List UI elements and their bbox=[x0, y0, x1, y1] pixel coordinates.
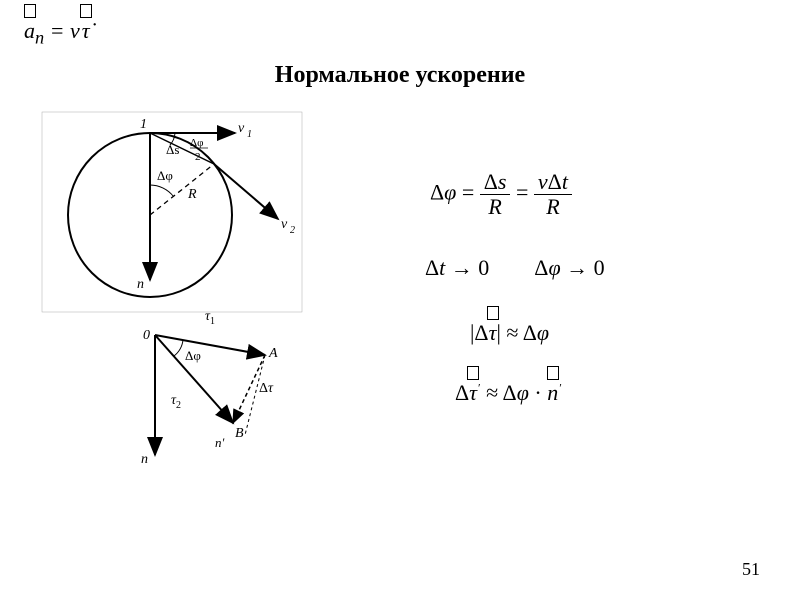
tau-symbol: τ bbox=[82, 18, 90, 43]
svg-text:Δφ: Δφ bbox=[190, 137, 203, 149]
svg-text:v: v bbox=[281, 217, 288, 232]
vector-box-icon bbox=[467, 366, 479, 380]
vector-box-icon bbox=[80, 4, 92, 18]
diagram-area: 1 v 1 v 2 Δs Δφ Δφ 2 R n 0 A τ1 B bbox=[40, 110, 340, 490]
a-subscript: n bbox=[35, 27, 44, 47]
eq-mag-dtau: |Δτ| ≈ Δφ bbox=[470, 320, 549, 346]
svg-text:Δφ: Δφ bbox=[157, 168, 173, 183]
delta: Δ bbox=[430, 180, 444, 205]
eq-dtau-vec: Δτ ′ ≈ Δφ · n ′ bbox=[455, 380, 562, 406]
svg-text:Δφ: Δφ bbox=[185, 348, 201, 363]
top-formula: an = vτ̇ bbox=[24, 18, 90, 48]
svg-text:1: 1 bbox=[247, 129, 252, 140]
svg-text:n: n bbox=[137, 277, 144, 292]
eq-limits: Δt → 0 Δφ → 0 bbox=[425, 255, 605, 281]
svg-text:v: v bbox=[238, 121, 245, 136]
svg-text:n′: n′ bbox=[215, 435, 225, 450]
vector-box-icon bbox=[547, 366, 559, 380]
page-number: 51 bbox=[742, 559, 760, 580]
svg-text:A: A bbox=[268, 346, 278, 361]
page-title: Нормальное ускорение bbox=[0, 62, 800, 89]
v-symbol: v bbox=[70, 18, 80, 43]
a-symbol: a bbox=[24, 18, 35, 43]
physics-diagram: 1 v 1 v 2 Δs Δφ Δφ 2 R n 0 A τ1 B bbox=[40, 110, 340, 490]
vector-box-icon bbox=[24, 4, 36, 18]
svg-text:n: n bbox=[141, 452, 148, 467]
svg-text:1: 1 bbox=[140, 117, 147, 132]
svg-text:0: 0 bbox=[143, 328, 150, 343]
equals2: = bbox=[516, 180, 534, 205]
svg-text:B: B bbox=[235, 426, 244, 441]
phi: φ bbox=[444, 180, 456, 205]
eq-delta-phi: Δφ = Δs R = vΔt R bbox=[430, 170, 572, 219]
equals: = bbox=[50, 18, 70, 43]
vector-box-icon bbox=[487, 306, 499, 320]
svg-text:2: 2 bbox=[290, 225, 295, 236]
equals: = bbox=[462, 180, 480, 205]
svg-text:R: R bbox=[187, 187, 197, 202]
